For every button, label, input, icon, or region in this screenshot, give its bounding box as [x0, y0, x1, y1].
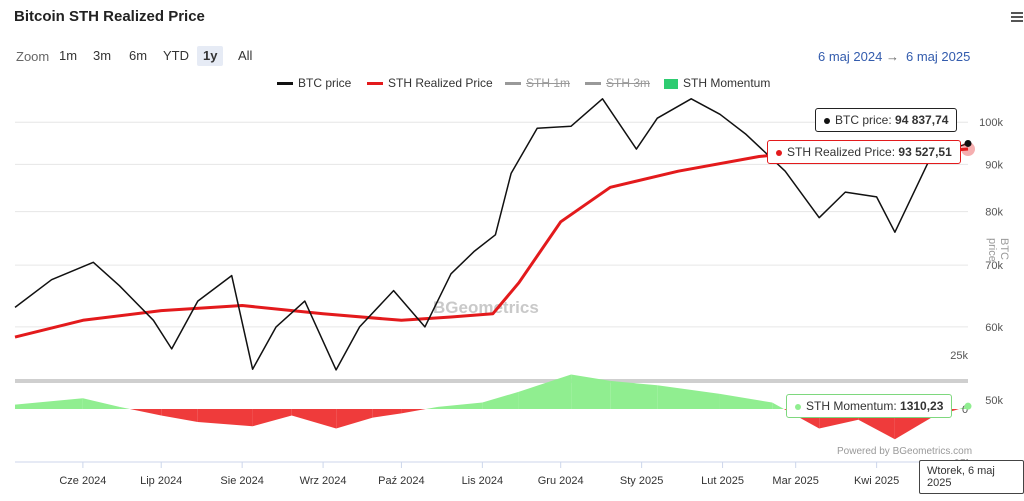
- legend-item-4[interactable]: STH Momentum: [664, 76, 770, 92]
- range-from-input[interactable]: 6 maj 2024: [818, 49, 883, 64]
- legend-symbol: [585, 82, 601, 86]
- zoom-button-all[interactable]: All: [238, 48, 253, 63]
- zoom-button-1y[interactable]: 1y: [197, 46, 224, 66]
- momentum-area-segment: [719, 393, 773, 409]
- price-tick-label: 100k: [979, 117, 1003, 129]
- legend-label: STH Realized Price: [388, 76, 493, 90]
- momentum-area-segment: [119, 406, 130, 409]
- momentum-area-segment: [372, 409, 402, 418]
- x-tick-label: Wrz 2024: [300, 475, 347, 487]
- momentum-area-segment: [518, 374, 572, 409]
- x-tick-label: Lip 2024: [140, 475, 182, 487]
- btc-price-line[interactable]: [14, 98, 969, 371]
- pane-separator: [15, 379, 968, 383]
- momentum-area-segment: [161, 409, 198, 422]
- btc-hover-marker: [964, 139, 972, 147]
- credits-link[interactable]: Powered by BGeometrics.com: [837, 446, 973, 457]
- momentum-area-segment: [425, 406, 438, 409]
- momentum-area-segment: [15, 398, 83, 409]
- x-tick-label: Lis 2024: [462, 475, 504, 487]
- momentum-area-segment: [129, 409, 162, 416]
- price-tick-label: 60k: [985, 322, 1003, 334]
- tooltip-btc: BTC price: 94 837,74: [815, 108, 958, 132]
- legend-symbol: [367, 82, 383, 86]
- x-tick-label: Lut 2025: [701, 475, 744, 487]
- x-tick-label: Mar 2025: [772, 475, 818, 487]
- zoom-button-3m[interactable]: 3m: [93, 48, 112, 63]
- tooltip-date: Wtorek, 6 maj 2025: [919, 460, 1024, 494]
- momentum-area-segment: [571, 374, 611, 409]
- tooltip-mom-label: STH Momentum:: [806, 399, 897, 413]
- tooltip-sth-value: 93 527,51: [898, 145, 952, 159]
- legend-symbol: [505, 82, 521, 86]
- y-axis-label: BTC price: [986, 238, 1010, 262]
- x-tick-label: Paź 2024: [378, 475, 424, 487]
- momentum-area-segment: [437, 402, 483, 409]
- tooltip-mom-value: 1310,23: [900, 399, 944, 413]
- legend-item-0[interactable]: BTC price: [277, 76, 351, 92]
- tooltip-btc-value: 94 837,74: [895, 113, 949, 127]
- momentum-area-segment: [336, 409, 373, 429]
- sth-hover-marker: [961, 142, 975, 157]
- legend-label: STH 1m: [526, 76, 571, 90]
- legend-symbol: [277, 82, 293, 86]
- legend-label: STH 3m: [606, 76, 651, 90]
- price-tick-label: 50k: [985, 395, 1003, 407]
- momentum-area-segment: [401, 409, 426, 414]
- x-tick-label: Sie 2024: [220, 475, 263, 487]
- price-tick-label: 90k: [985, 159, 1003, 171]
- momentum-area-segment: [772, 402, 784, 409]
- zoom-button-1m[interactable]: 1m: [59, 48, 78, 63]
- momentum-area-segment: [482, 391, 519, 409]
- tooltip-btc-label: BTC price:: [835, 113, 892, 127]
- tooltip-sth-label: STH Realized Price:: [787, 145, 896, 159]
- legend-label: STH Momentum: [683, 76, 771, 90]
- tooltip-sth: STH Realized Price: 93 527,51: [767, 140, 961, 164]
- momentum-area-segment: [657, 385, 720, 409]
- price-tick-label: 80k: [985, 207, 1003, 219]
- momentum-area-segment: [252, 409, 292, 427]
- legend-item-2[interactable]: STH 1m: [505, 76, 570, 92]
- momentum-hover-marker: [964, 402, 972, 410]
- price-tick-label: 70k: [985, 260, 1003, 272]
- momentum-area-segment: [197, 409, 253, 427]
- x-tick-label: Cze 2024: [59, 475, 106, 487]
- x-tick-label: Kwi 2025: [854, 475, 899, 487]
- momentum-area-segment: [291, 409, 337, 429]
- legend-symbol: [664, 78, 678, 89]
- range-to-input[interactable]: 6 maj 2025: [906, 49, 971, 64]
- momentum-area-segment: [82, 398, 120, 409]
- range-arrow: →: [886, 49, 899, 64]
- chart-title: Bitcoin STH Realized Price: [14, 8, 205, 25]
- momentum-area-segment: [610, 380, 658, 409]
- momentum-tick-label: 0: [962, 404, 968, 416]
- legend-item-1[interactable]: STH Realized Price: [367, 76, 493, 92]
- legend-item-3[interactable]: STH 3m: [585, 76, 650, 92]
- x-tick-label: Gru 2024: [538, 475, 584, 487]
- tooltip-momentum: STH Momentum: 1310,23: [786, 394, 953, 418]
- legend-label: BTC price: [298, 76, 352, 90]
- menu-icon[interactable]: [1011, 10, 1023, 24]
- momentum-tick-label: 25k: [950, 350, 968, 362]
- x-tick-label: Sty 2025: [620, 475, 663, 487]
- zoom-label: Zoom: [16, 49, 50, 64]
- zoom-button-6m[interactable]: 6m: [129, 48, 148, 63]
- watermark: BGeometrics: [433, 298, 539, 317]
- zoom-button-ytd[interactable]: YTD: [163, 48, 189, 63]
